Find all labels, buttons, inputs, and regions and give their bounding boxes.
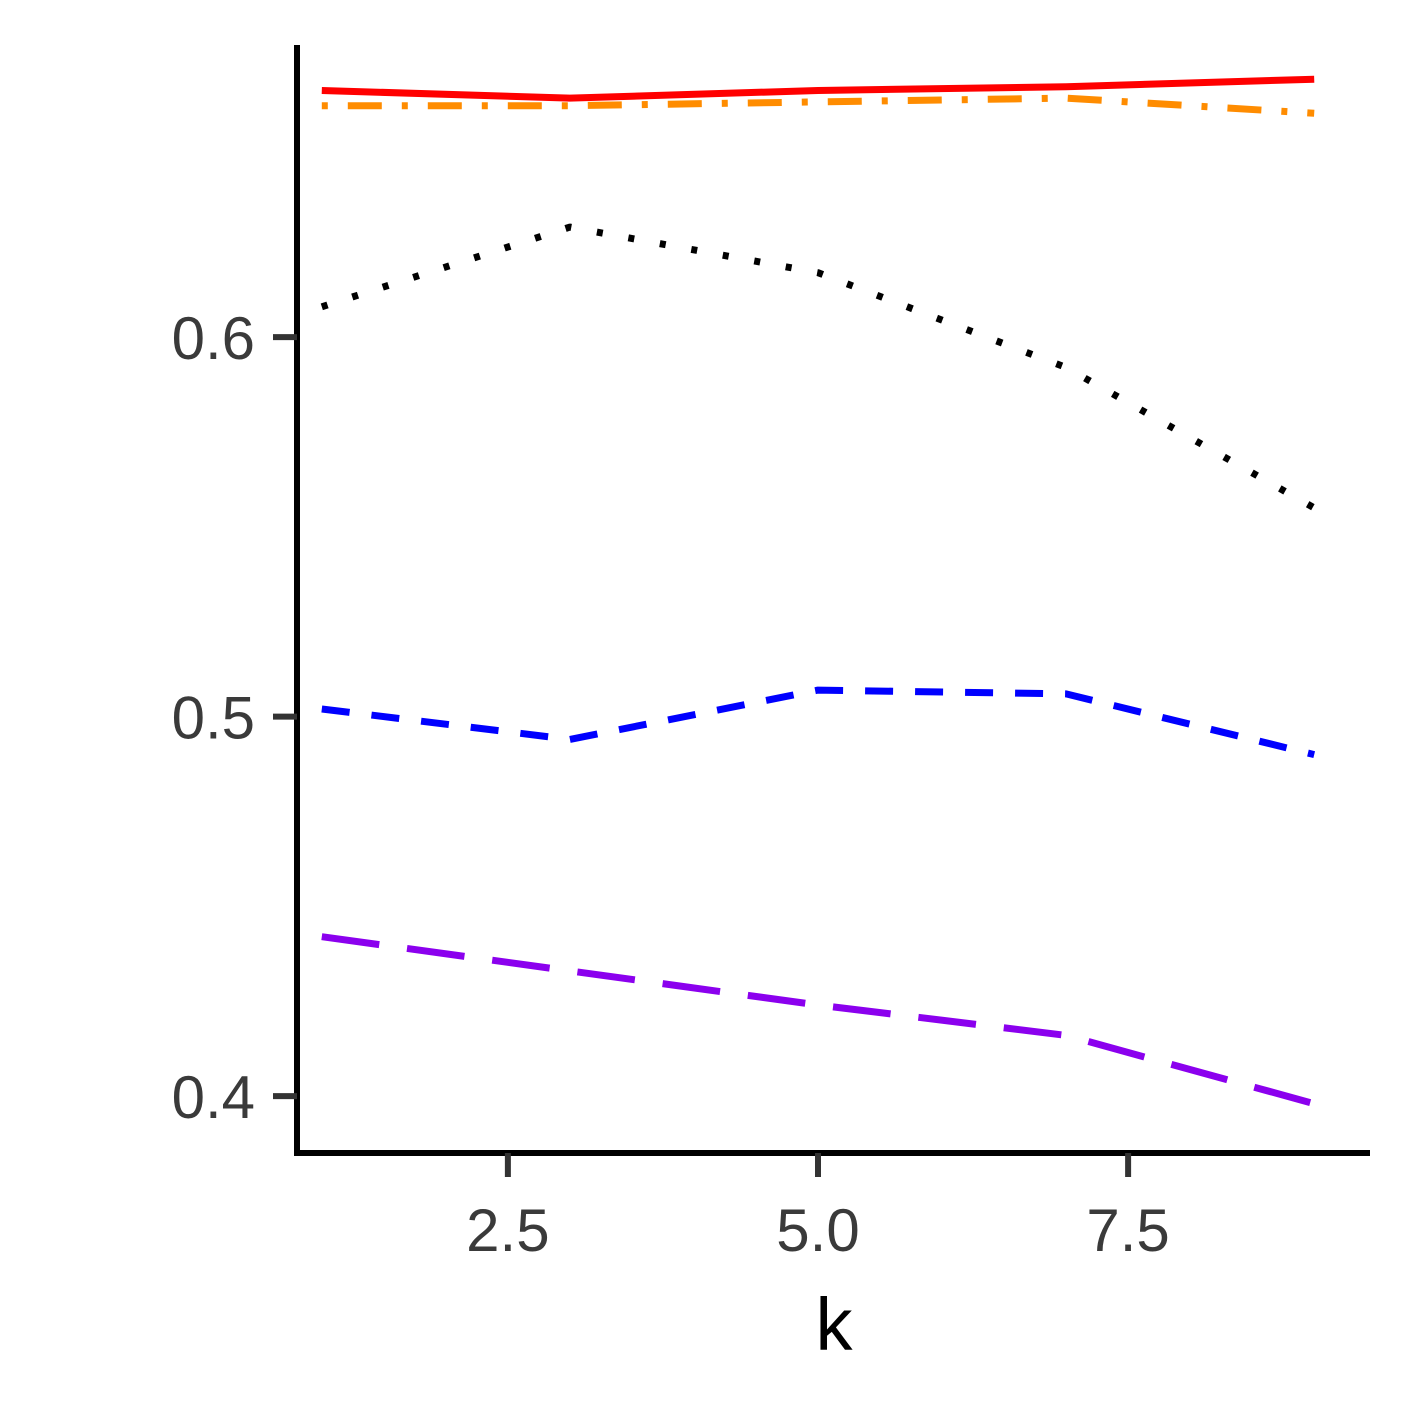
axes-layer <box>294 45 1370 1156</box>
series-line-1 <box>321 75 1315 102</box>
x-tick-label: 7.5 <box>1086 1197 1169 1264</box>
x-tick-label: 5.0 <box>776 1197 859 1264</box>
x-tick-label: 2.5 <box>466 1197 549 1264</box>
series-layer <box>320 75 1316 1108</box>
y-tick-label: 0.4 <box>172 1064 255 1131</box>
series-line-2 <box>321 94 1315 117</box>
series-line-5 <box>321 933 1316 1108</box>
y-tick-label: 0.5 <box>172 685 255 752</box>
x-ticks: 2.5 5.0 7.5 <box>466 1153 1170 1264</box>
series-line-4 <box>321 686 1316 758</box>
y-tick-label: 0.6 <box>172 305 255 372</box>
series-line-3 <box>320 223 1316 511</box>
x-axis-title: k <box>816 1283 854 1366</box>
y-ticks: 0.4 0.5 0.6 <box>172 305 297 1131</box>
